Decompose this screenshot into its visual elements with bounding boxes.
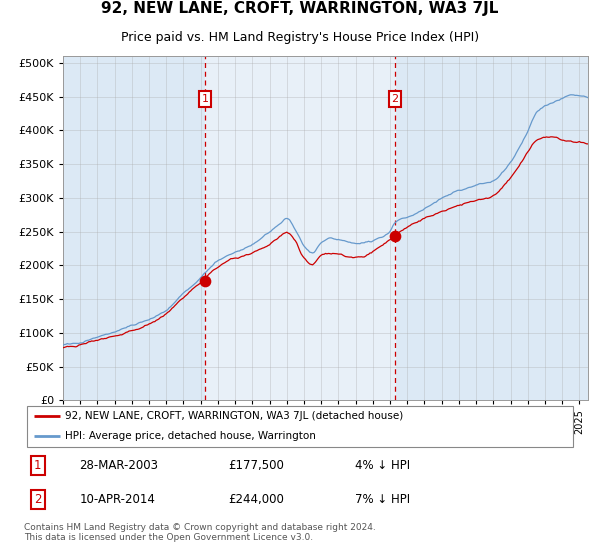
Text: 2: 2 (391, 94, 398, 104)
Text: 1: 1 (34, 459, 41, 472)
Point (200, 276, 209, 285)
FancyBboxPatch shape (27, 405, 572, 447)
Text: 4% ↓ HPI: 4% ↓ HPI (355, 459, 410, 472)
Text: 7% ↓ HPI: 7% ↓ HPI (355, 493, 410, 506)
Text: £177,500: £177,500 (228, 459, 284, 472)
Text: £244,000: £244,000 (228, 493, 284, 506)
Text: Price paid vs. HM Land Registry's House Price Index (HPI): Price paid vs. HM Land Registry's House … (121, 31, 479, 44)
Text: 2: 2 (34, 493, 41, 506)
Text: Contains HM Land Registry data © Crown copyright and database right 2024.
This d: Contains HM Land Registry data © Crown c… (24, 523, 376, 542)
Point (390, 231, 400, 240)
Text: 28-MAR-2003: 28-MAR-2003 (79, 459, 158, 472)
Text: 1: 1 (202, 94, 208, 104)
Text: 92, NEW LANE, CROFT, WARRINGTON, WA3 7JL: 92, NEW LANE, CROFT, WARRINGTON, WA3 7JL (101, 1, 499, 16)
Text: 92, NEW LANE, CROFT, WARRINGTON, WA3 7JL (detached house): 92, NEW LANE, CROFT, WARRINGTON, WA3 7JL… (65, 411, 404, 421)
Bar (205, 56, 395, 400)
Text: 10-APR-2014: 10-APR-2014 (79, 493, 155, 506)
Text: HPI: Average price, detached house, Warrington: HPI: Average price, detached house, Warr… (65, 431, 316, 441)
